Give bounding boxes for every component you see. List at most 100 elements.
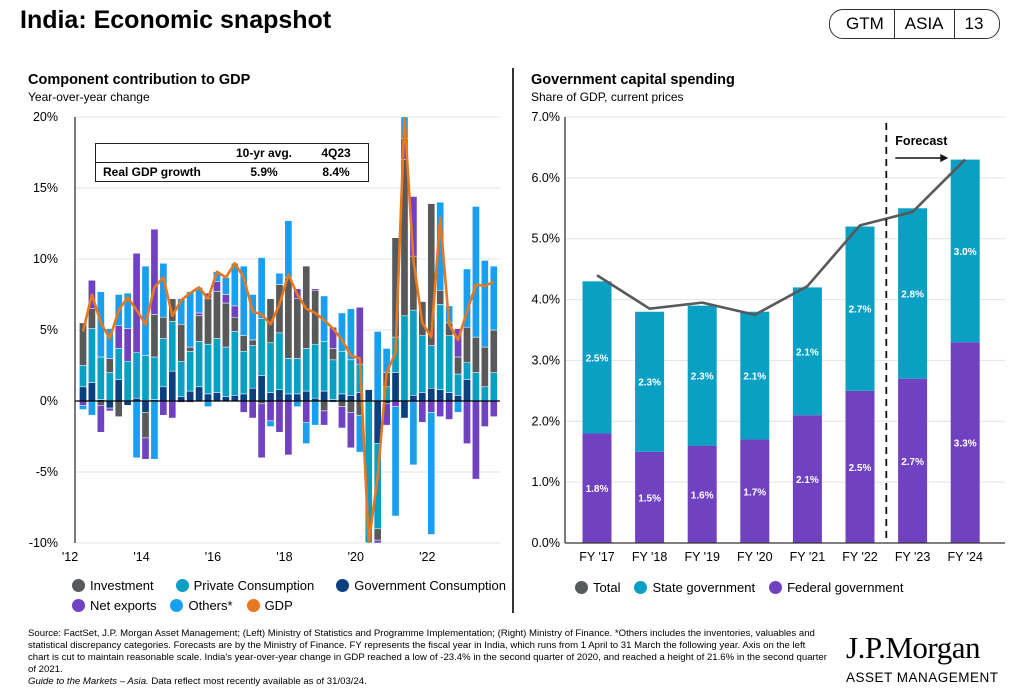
bar-segment-investment bbox=[373, 528, 382, 541]
panel-divider bbox=[512, 68, 514, 613]
data-date-note: Data reflect most recently available as … bbox=[148, 676, 367, 687]
bar-segment-private-consumption bbox=[409, 309, 418, 396]
bar-label-state: 2.3% bbox=[638, 378, 661, 389]
bar-segment-investment bbox=[248, 339, 257, 346]
bar-segment-others bbox=[347, 308, 355, 361]
bar-segment-private-consumption bbox=[284, 358, 293, 395]
bar-segment-net-exports bbox=[436, 400, 445, 417]
bar-segment-government-consumption bbox=[436, 389, 445, 402]
x-tick-label: FY '17 bbox=[579, 550, 615, 564]
legend-swatch bbox=[336, 579, 350, 592]
bar-segment-government-consumption bbox=[463, 379, 471, 402]
bar-segment-private-consumption bbox=[97, 356, 105, 400]
bar-segment-others bbox=[222, 277, 230, 295]
arrow-right-icon bbox=[940, 154, 949, 162]
bar-segment-private-consumption bbox=[248, 345, 257, 389]
bar-state bbox=[950, 159, 980, 343]
bar-segment-investment bbox=[186, 346, 195, 352]
bar-segment-private-consumption bbox=[230, 331, 239, 396]
bar-segment-net-exports bbox=[445, 400, 453, 420]
legend-swatch bbox=[769, 581, 783, 594]
gdp-component-chart: 20% 15% 10% 5% 0% -5% -10% '12 '14 '16 '18 '20 '22 bbox=[29, 110, 500, 564]
bar-segment-net-exports bbox=[311, 288, 320, 291]
bar-segment-investment bbox=[320, 400, 328, 412]
bar-segment-investment bbox=[463, 326, 471, 363]
table-row-label: Real GDP growth bbox=[103, 165, 201, 179]
table-cell-latest: 8.4% bbox=[322, 165, 350, 179]
bar-label-state: 3.0% bbox=[954, 247, 977, 258]
bar-segment-others bbox=[391, 406, 400, 517]
bar-segment-private-consumption bbox=[454, 373, 462, 396]
x-tick-label: FY '18 bbox=[632, 550, 668, 564]
legend-swatch bbox=[72, 599, 85, 612]
bar-segment-net-exports bbox=[105, 407, 114, 412]
y-tick-label: 4.0% bbox=[532, 293, 561, 307]
bar-segment-private-consumption bbox=[472, 372, 480, 402]
total-line bbox=[596, 158, 967, 317]
x-tick-label: FY '23 bbox=[895, 550, 931, 564]
bar-segment-investment bbox=[114, 400, 123, 417]
bar-federal bbox=[582, 433, 612, 543]
bar-segment-net-exports bbox=[222, 294, 230, 304]
bar-federal bbox=[950, 342, 980, 543]
page-title: India: Economic snapshot bbox=[20, 6, 332, 34]
x-tick-label: '14 bbox=[133, 550, 149, 564]
bar-segment-others bbox=[489, 265, 498, 331]
bar-layer bbox=[79, 117, 498, 543]
source-text: Source: FactSet, J.P. Morgan Asset Manag… bbox=[28, 628, 827, 675]
legend-gdp: GDP bbox=[246, 598, 293, 613]
legend-state-government: State government bbox=[634, 580, 755, 595]
y-tick-label: 0% bbox=[40, 394, 58, 408]
bar-segment-others bbox=[302, 422, 311, 444]
bar-segment-others bbox=[248, 294, 257, 341]
bar-label-federal: 2.1% bbox=[796, 475, 819, 486]
badge-gtm: GTM bbox=[846, 14, 884, 33]
bar-segment-net-exports bbox=[97, 405, 105, 433]
bar-segment-private-consumption bbox=[257, 318, 266, 376]
bar-segment-private-consumption bbox=[436, 304, 445, 390]
bar-label-state: 2.1% bbox=[743, 372, 766, 383]
y-tick-label: 7.0% bbox=[532, 110, 561, 124]
y-tick-label: -10% bbox=[29, 536, 58, 550]
bar-segment-others bbox=[257, 257, 266, 319]
bar-segment-net-exports bbox=[373, 539, 382, 543]
legend-swatch bbox=[72, 579, 85, 592]
bar-segment-others bbox=[373, 331, 382, 402]
bar-federal bbox=[740, 439, 770, 543]
guide-title: Guide to the Markets – Asia. bbox=[28, 676, 149, 687]
bar-segment-net-exports bbox=[230, 305, 239, 318]
bar-segment-investment bbox=[195, 315, 203, 342]
bar-federal bbox=[898, 378, 928, 543]
bar-segment-government-consumption bbox=[338, 393, 346, 402]
bar-segment-government-consumption bbox=[195, 386, 203, 402]
bar-segment-investment bbox=[489, 329, 498, 373]
bar-segment-private-consumption bbox=[150, 356, 159, 400]
bar-segment-private-consumption bbox=[114, 348, 123, 380]
bar-segment-investment bbox=[79, 322, 87, 366]
bar-segment-net-exports bbox=[418, 400, 427, 423]
bar-segment-government-consumption bbox=[320, 390, 328, 402]
bar-segment-government-consumption bbox=[105, 400, 114, 409]
bar-segment-investment bbox=[436, 289, 445, 305]
bar-segment-net-exports bbox=[391, 400, 400, 407]
x-tick-label: FY '19 bbox=[684, 550, 720, 564]
x-tick-label: FY '22 bbox=[842, 550, 878, 564]
bar-segment-investment bbox=[338, 400, 346, 407]
y-tick-label: 0.0% bbox=[532, 536, 561, 550]
left-chart-title: Component contribution to GDP bbox=[28, 72, 251, 88]
gtm-badge: GTM ASIA 13 bbox=[829, 9, 1001, 39]
legend-investment: Investment bbox=[72, 578, 154, 593]
bar-segment-private-consumption bbox=[489, 372, 498, 402]
bar-segment-private-consumption bbox=[105, 372, 114, 402]
bar-segment-net-exports bbox=[114, 325, 123, 349]
bar-segment-net-exports bbox=[427, 400, 436, 413]
bar-segment-investment bbox=[329, 348, 337, 361]
x-tick-label: '20 bbox=[348, 550, 364, 564]
bar-segment-others bbox=[150, 400, 159, 460]
bar-segment-private-consumption bbox=[427, 345, 436, 389]
bar-label-federal: 1.8% bbox=[586, 484, 609, 495]
bar-label-state: 2.3% bbox=[691, 372, 714, 383]
bar-federal bbox=[635, 451, 665, 543]
legend-private-consumption: Private Consumption bbox=[175, 578, 314, 593]
bar-segment-private-consumption bbox=[186, 351, 195, 392]
